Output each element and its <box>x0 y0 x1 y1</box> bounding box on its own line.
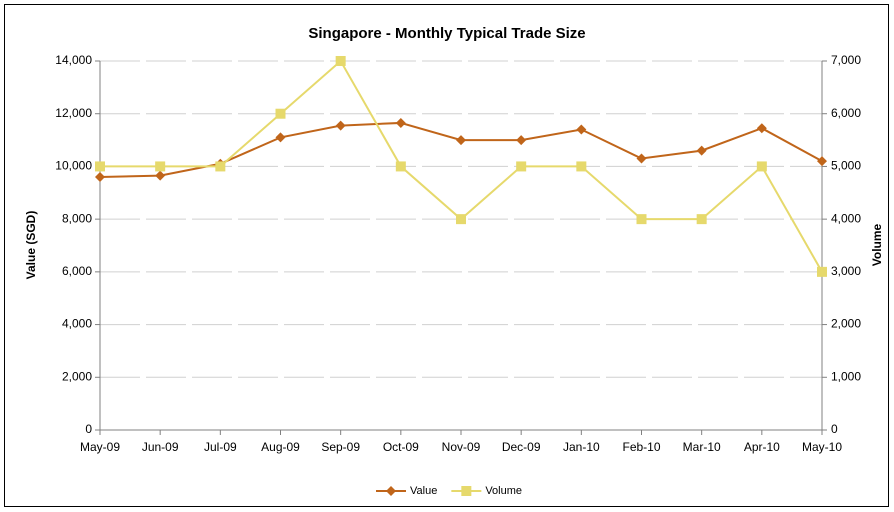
x-tick-label: Feb-10 <box>622 440 660 454</box>
data-point <box>516 135 527 146</box>
data-point <box>456 135 466 146</box>
data-point <box>335 120 346 131</box>
y2-tick-label: 5,000 <box>831 159 861 173</box>
x-tick-label: Apr-10 <box>744 440 780 454</box>
data-point <box>395 117 406 128</box>
x-tick-label: May-10 <box>802 440 842 454</box>
data-point <box>696 145 707 156</box>
y-tick-label: 2,000 <box>62 369 92 383</box>
data-point <box>335 56 346 66</box>
data-point <box>576 124 587 135</box>
y-tick-label: 12,000 <box>55 106 92 120</box>
y-tick-label: 4,000 <box>62 317 92 331</box>
data-point <box>155 170 166 181</box>
x-tick-label: Jun-09 <box>142 440 179 454</box>
data-point <box>817 266 827 277</box>
legend-marker <box>386 486 396 496</box>
legend-label: Value <box>410 485 437 497</box>
data-point <box>756 123 767 134</box>
y-tick-label: 8,000 <box>62 211 92 225</box>
data-point <box>395 161 406 172</box>
x-tick-label: May-09 <box>80 440 120 454</box>
data-point <box>696 214 707 225</box>
data-point <box>215 161 226 172</box>
y2-tick-label: 3,000 <box>831 264 861 278</box>
chart-border <box>4 4 889 507</box>
x-tick-label: Jul-09 <box>204 440 237 454</box>
data-point <box>516 161 527 172</box>
data-point <box>155 161 166 172</box>
y-tick-label: 14,000 <box>55 53 92 67</box>
data-point <box>576 161 587 172</box>
x-tick-label: Sep-09 <box>321 440 360 454</box>
x-tick-label: Nov-09 <box>442 440 481 454</box>
data-point <box>95 161 105 172</box>
x-tick-label: Jan-10 <box>563 440 600 454</box>
y2-tick-label: 2,000 <box>831 317 861 331</box>
data-point <box>95 171 105 182</box>
data-point <box>275 132 286 143</box>
data-point <box>817 156 827 167</box>
data-point <box>456 214 466 225</box>
y-tick-label: 6,000 <box>62 264 92 278</box>
x-tick-label: Mar-10 <box>683 440 721 454</box>
legend-label: Volume <box>485 485 522 497</box>
y2-tick-label: 0 <box>831 422 838 436</box>
y2-tick-label: 4,000 <box>831 211 861 225</box>
y-tick-label: 10,000 <box>55 159 92 173</box>
y2-axis-label: Volume <box>870 223 884 266</box>
legend-marker <box>461 486 472 496</box>
data-point <box>275 108 286 119</box>
data-point <box>636 153 647 164</box>
y2-tick-label: 1,000 <box>831 369 861 383</box>
y2-tick-label: 7,000 <box>831 53 861 67</box>
y-tick-label: 0 <box>85 422 92 436</box>
x-tick-label: Dec-09 <box>502 440 541 454</box>
chart-title: Singapore - Monthly Typical Trade Size <box>308 25 585 42</box>
data-point <box>756 161 767 172</box>
y2-tick-label: 6,000 <box>831 106 861 120</box>
x-tick-label: Oct-09 <box>383 440 419 454</box>
data-point <box>636 214 647 225</box>
y-axis-label: Value (SGD) <box>24 211 38 280</box>
x-tick-label: Aug-09 <box>261 440 300 454</box>
